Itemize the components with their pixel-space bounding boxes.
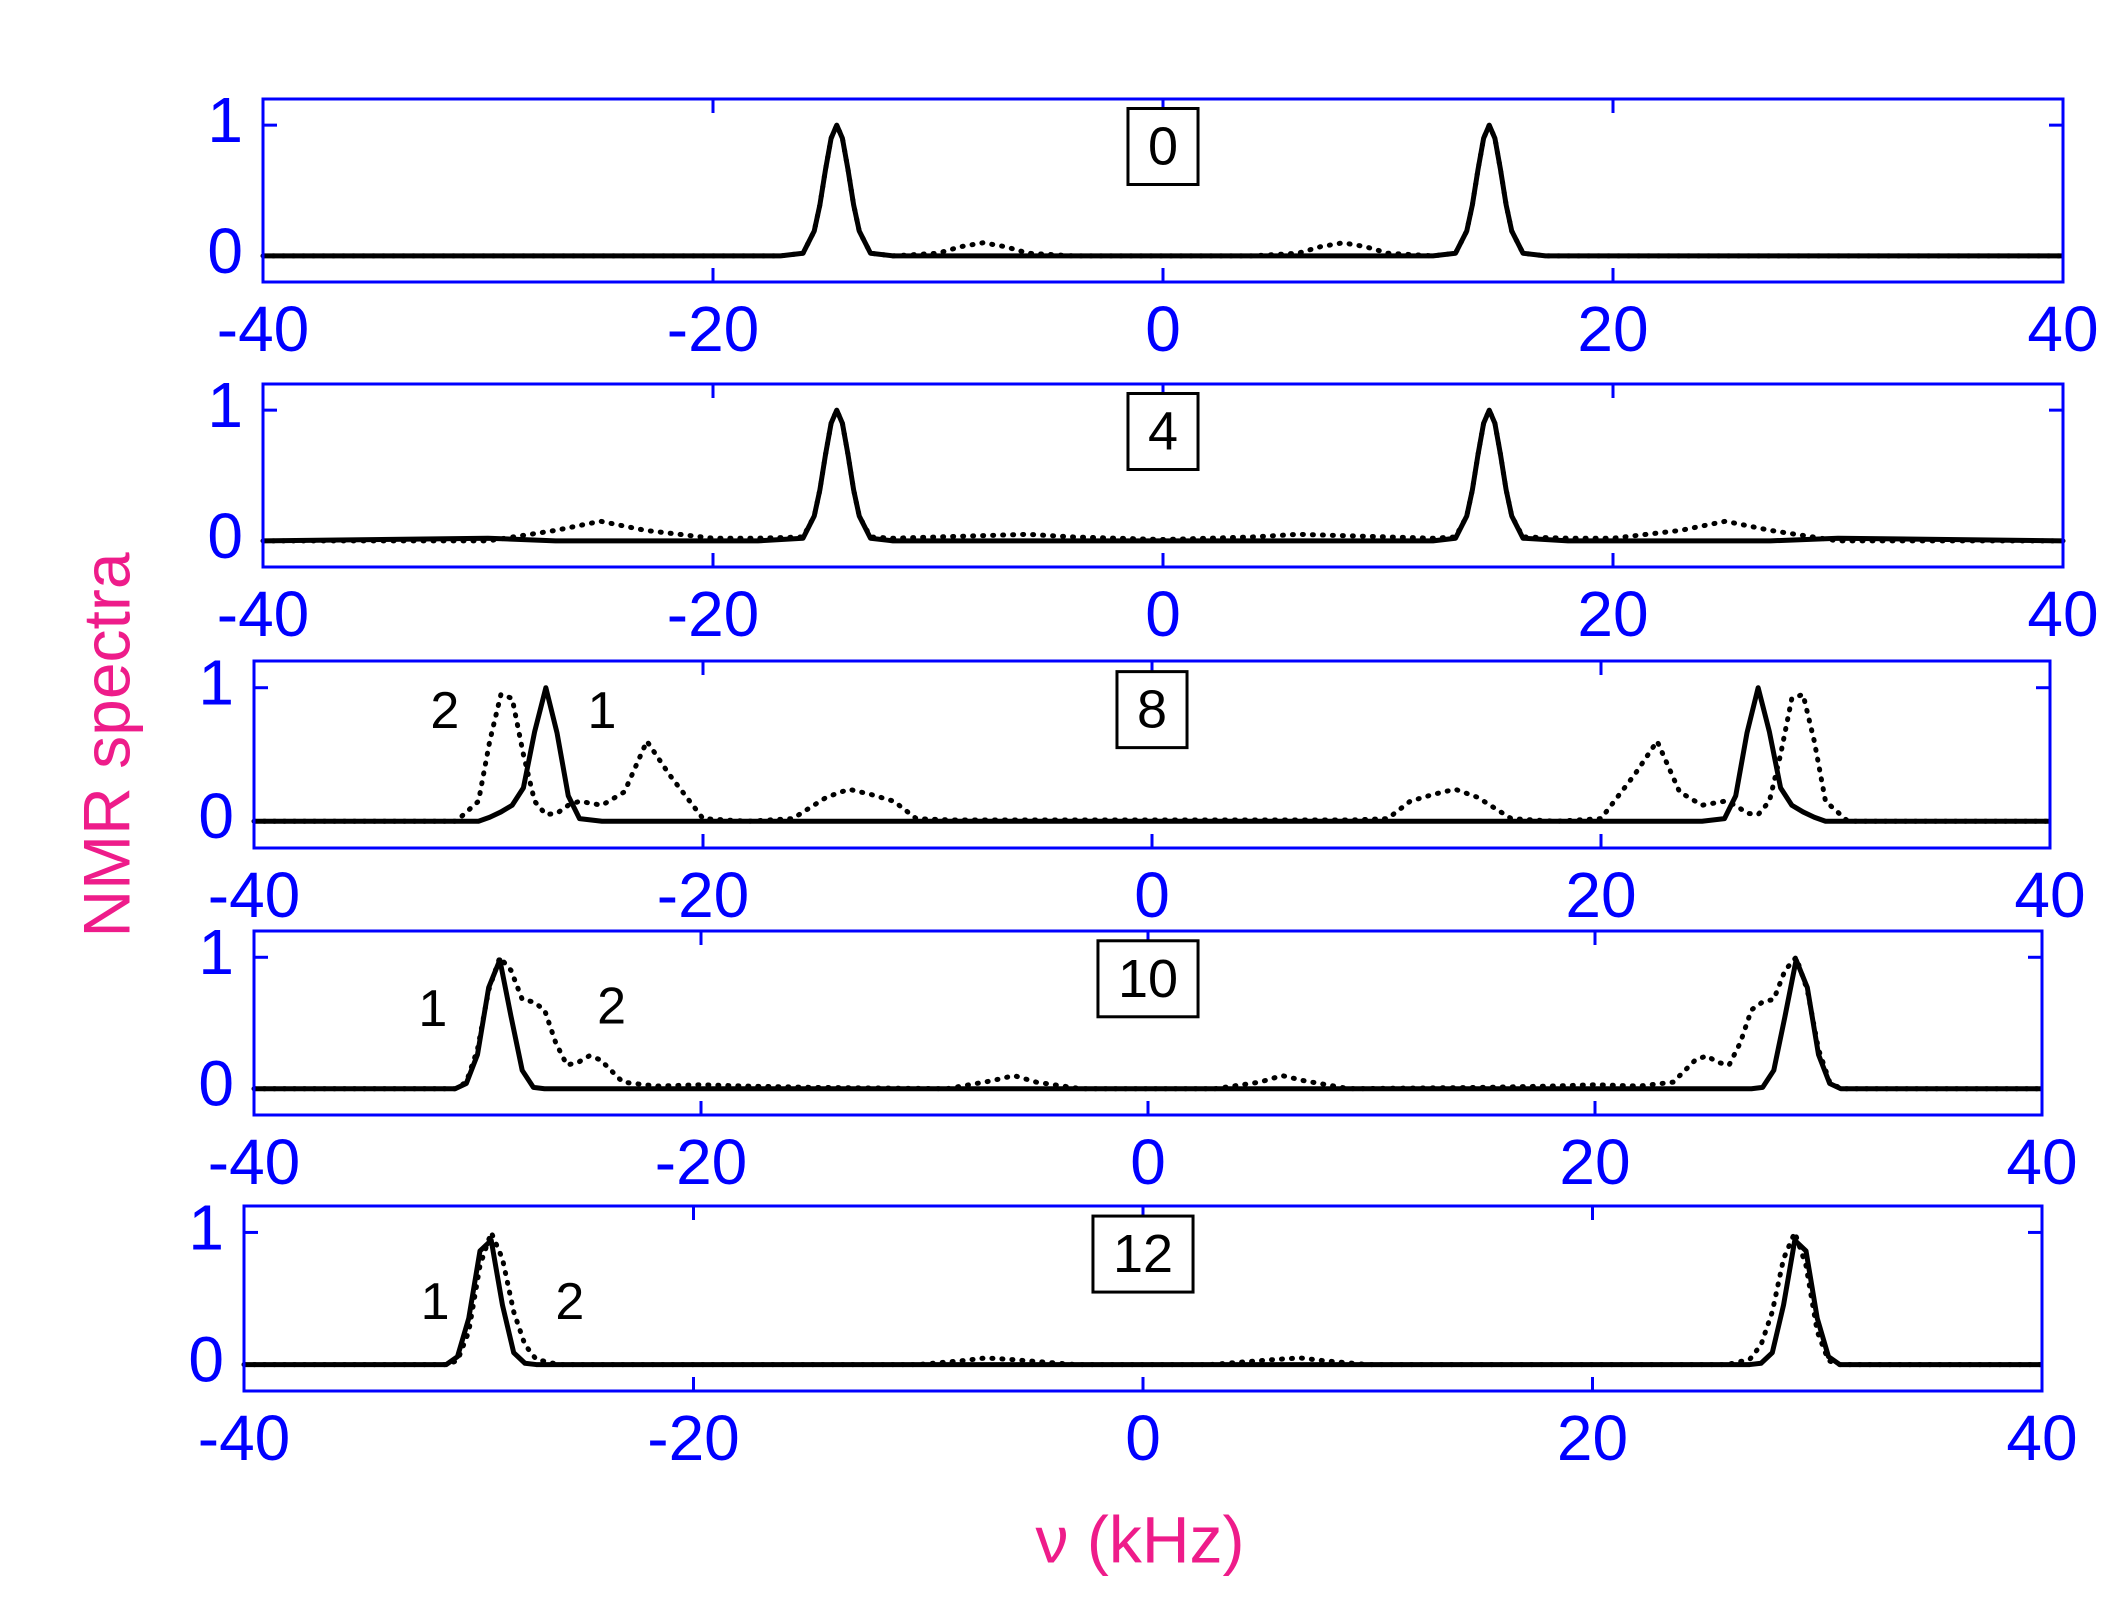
x-tick-label: -20 [667,578,760,650]
y-axis-label: NMR spectra [69,552,143,937]
x-tick-label: 20 [1577,293,1648,365]
x-tick-label: 40 [2027,578,2098,650]
panel-label-box: 10 [1096,939,1200,1019]
panel-label: 8 [1137,680,1167,740]
x-tick-label: -40 [208,1126,301,1198]
x-tick-label: 0 [1145,578,1181,650]
x-tick-label: -20 [647,1402,740,1474]
y-tick-label: 0 [198,780,234,852]
y-tick-label: 1 [207,84,243,156]
plot-frame [261,97,2065,284]
curve-label: 1 [418,980,447,1038]
panel-label-box: 12 [1091,1214,1195,1294]
x-tick-label: -40 [217,293,310,365]
x-tick-label: -40 [217,578,310,650]
x-axis-label: ν (kHz) [1036,1502,1245,1576]
panel-label: 0 [1148,117,1178,177]
y-tick-label: 0 [207,215,243,287]
x-tick-label: 20 [1557,1402,1628,1474]
panel-label-box: 4 [1126,392,1200,472]
x-tick-label: -40 [208,859,301,931]
y-tick-label: 1 [188,1191,224,1263]
x-tick-label: 40 [2014,859,2085,931]
panel-label-box: 0 [1126,107,1200,187]
y-tick-label: 1 [207,369,243,441]
spectrum-line [260,407,2066,544]
y-tick-label: 0 [188,1323,224,1395]
panel-label: 4 [1148,402,1178,462]
spectrum-line [251,954,2045,1092]
x-tick-label: 0 [1125,1402,1161,1474]
plot-frame [252,929,2044,1117]
panel-label-frame [1096,939,1200,1019]
x-tick-label: 40 [2006,1126,2077,1198]
x-tick-label: 20 [1565,859,1636,931]
panel-label-frame [1091,1214,1195,1294]
panel-label-frame [1115,670,1189,750]
plot-frame [261,382,2065,569]
x-tick-label: 40 [2027,293,2098,365]
y-tick-label: 0 [207,500,243,572]
spectrum-line [254,685,2050,824]
curve-label: 1 [588,682,617,740]
x-tick-label: -20 [657,859,750,931]
curve-label: 2 [597,978,626,1036]
y-tick-label: 0 [198,1048,234,1120]
x-tick-label: 40 [2006,1402,2077,1474]
plot-frame [242,1204,2044,1393]
x-tick-label: 20 [1577,578,1648,650]
panel-label: 10 [1118,949,1178,1009]
x-tick-label: -40 [198,1402,291,1474]
y-tick-label: 1 [198,647,234,719]
spectrum-line [251,691,2053,824]
panel-label-box: 8 [1115,670,1189,750]
x-tick-label: 0 [1145,293,1181,365]
spectrum-line [241,1229,2045,1368]
panel-label-frame [1126,392,1200,472]
curve-label: 2 [430,682,459,740]
x-tick-label: -20 [667,293,760,365]
plot-frame [252,659,2052,850]
x-tick-label: 0 [1134,859,1170,931]
y-tick-label: 1 [198,916,234,988]
x-tick-label: -20 [655,1126,748,1198]
spectrum-line [260,122,2066,259]
panel-label: 12 [1113,1224,1173,1284]
curve-label: 1 [421,1273,450,1331]
panel-label-frame [1126,107,1200,187]
x-tick-label: 20 [1559,1126,1630,1198]
x-tick-label: 0 [1130,1126,1166,1198]
curve-label: 2 [555,1273,584,1331]
